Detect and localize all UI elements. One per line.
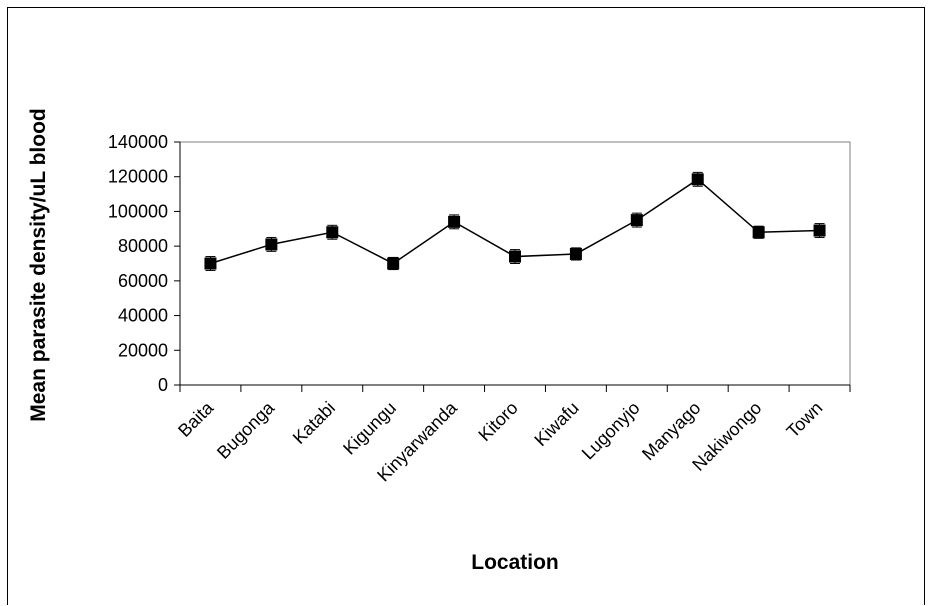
x-tick-label: Town xyxy=(783,398,827,442)
data-point xyxy=(630,214,643,227)
y-tick-label: 20000 xyxy=(118,340,168,360)
y-axis-label: Mean parasite density/uL blood xyxy=(27,108,50,422)
y-tick-label: 120000 xyxy=(108,167,168,187)
x-axis-label: Location xyxy=(471,551,559,574)
y-tick-label: 100000 xyxy=(108,201,168,221)
x-tick-label: Bugonga xyxy=(213,397,279,463)
x-tick-label: Kiwafu xyxy=(530,398,582,450)
x-tick-label: Lugonyjo xyxy=(578,398,644,464)
data-point xyxy=(204,257,217,270)
y-tick-label: 0 xyxy=(158,375,168,395)
chart-frame xyxy=(7,7,925,605)
data-point xyxy=(387,257,400,270)
data-point xyxy=(569,247,582,260)
y-tick-label: 140000 xyxy=(108,132,168,152)
x-tick-label: Baita xyxy=(174,397,218,441)
x-tick-label: Katabi xyxy=(289,398,339,448)
y-tick-label: 60000 xyxy=(118,271,168,291)
x-tick-label: Kigungu xyxy=(339,398,400,459)
y-tick-label: 80000 xyxy=(118,236,168,256)
data-point xyxy=(326,226,339,239)
series-group xyxy=(204,171,826,271)
data-point xyxy=(448,215,461,228)
x-tick-label: Kitoro xyxy=(474,398,521,445)
data-point xyxy=(691,173,704,186)
data-point xyxy=(265,238,278,251)
y-axis: 0 20000 40000 60000 80000 100000 120000 140000 xyxy=(108,132,181,395)
data-point xyxy=(509,250,521,263)
data-point xyxy=(752,226,765,239)
data-point xyxy=(813,224,826,237)
y-tick-label: 40000 xyxy=(118,306,168,326)
